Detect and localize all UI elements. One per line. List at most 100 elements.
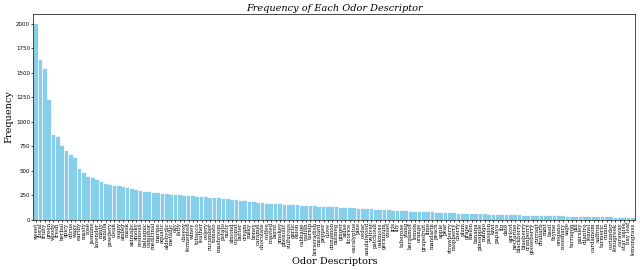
Bar [404, 211, 408, 220]
Bar [235, 200, 238, 220]
Bar [182, 195, 186, 220]
Bar [614, 218, 618, 220]
Bar [588, 217, 591, 220]
Bar [47, 100, 51, 220]
Bar [557, 216, 561, 220]
Bar [513, 215, 517, 220]
Bar [291, 205, 295, 220]
Bar [356, 209, 360, 220]
Bar [622, 218, 626, 220]
Bar [139, 191, 143, 220]
Bar [618, 218, 621, 220]
Bar [95, 180, 99, 220]
Bar [444, 213, 447, 220]
Bar [86, 177, 90, 220]
Bar [200, 197, 204, 220]
Bar [113, 186, 116, 220]
Bar [600, 217, 604, 220]
Bar [374, 210, 378, 220]
Bar [156, 193, 160, 220]
Bar [82, 173, 86, 220]
Bar [383, 210, 387, 220]
Bar [361, 209, 365, 220]
Title: Frequency of Each Odor Descriptor: Frequency of Each Odor Descriptor [246, 4, 423, 13]
Bar [260, 203, 264, 220]
Bar [147, 192, 151, 220]
Bar [265, 204, 269, 220]
Bar [274, 204, 278, 220]
Bar [465, 214, 469, 220]
Bar [38, 60, 42, 220]
Bar [257, 203, 260, 220]
Bar [592, 217, 595, 220]
Bar [282, 205, 286, 220]
Bar [413, 212, 417, 220]
Bar [248, 202, 252, 220]
Bar [209, 198, 212, 220]
Bar [330, 207, 334, 220]
Bar [505, 215, 508, 220]
Bar [108, 185, 112, 220]
Bar [605, 217, 609, 220]
Bar [609, 218, 613, 220]
Bar [509, 215, 513, 220]
Bar [269, 204, 273, 220]
Bar [392, 211, 395, 220]
Bar [243, 201, 247, 220]
Bar [631, 218, 635, 220]
Bar [125, 188, 129, 220]
Bar [574, 217, 578, 220]
Bar [313, 206, 317, 220]
Bar [422, 212, 426, 220]
Bar [435, 213, 438, 220]
Bar [287, 205, 291, 220]
Bar [457, 214, 460, 220]
Bar [396, 211, 399, 220]
Bar [352, 208, 356, 220]
Bar [518, 215, 522, 220]
Bar [431, 212, 435, 220]
Bar [561, 217, 565, 220]
Bar [43, 69, 47, 220]
Bar [178, 195, 182, 220]
Bar [566, 217, 570, 220]
Bar [570, 217, 573, 220]
Bar [474, 214, 478, 220]
Bar [60, 146, 64, 220]
Bar [104, 184, 108, 220]
Bar [426, 212, 430, 220]
Bar [117, 186, 121, 220]
Bar [487, 215, 491, 220]
Bar [544, 216, 548, 220]
Bar [500, 215, 504, 220]
Bar [344, 208, 347, 220]
Bar [74, 158, 77, 220]
X-axis label: Odor Descriptors: Odor Descriptors [292, 257, 377, 266]
Bar [409, 211, 413, 220]
Bar [195, 197, 199, 220]
Bar [100, 182, 103, 220]
Bar [204, 197, 208, 220]
Bar [335, 208, 339, 220]
Bar [370, 210, 373, 220]
Bar [130, 189, 134, 220]
Bar [65, 151, 68, 220]
Bar [226, 200, 230, 220]
Bar [322, 207, 325, 220]
Bar [165, 194, 168, 220]
Bar [387, 210, 391, 220]
Bar [173, 195, 177, 220]
Bar [461, 214, 465, 220]
Bar [239, 201, 243, 220]
Bar [452, 214, 456, 220]
Bar [161, 194, 164, 220]
Bar [300, 205, 303, 220]
Bar [531, 216, 534, 220]
Bar [296, 205, 300, 220]
Bar [252, 202, 256, 220]
Bar [91, 178, 95, 220]
Bar [470, 214, 474, 220]
Bar [535, 216, 539, 220]
Bar [230, 200, 234, 220]
Bar [134, 190, 138, 220]
